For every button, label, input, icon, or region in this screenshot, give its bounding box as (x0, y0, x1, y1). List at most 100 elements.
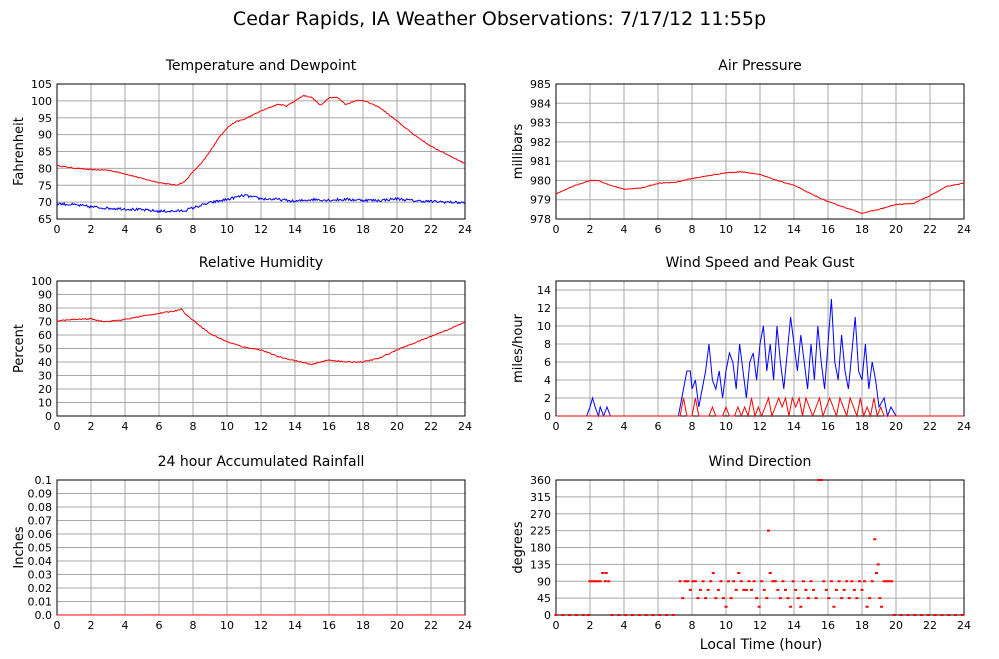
data-point (598, 580, 602, 583)
x-tick-label: 8 (689, 619, 696, 632)
x-tick-label: 10 (719, 619, 733, 632)
y-tick-label: 983 (530, 117, 551, 130)
y-axis-label: miles/hour (511, 313, 526, 382)
data-point (610, 614, 614, 616)
data-point (617, 614, 621, 616)
data-point (786, 597, 790, 600)
data-point (799, 605, 803, 608)
y-tick-label: 0 (45, 410, 52, 423)
y-tick-label: 980 (530, 174, 551, 187)
x-tick-label: 2 (587, 420, 594, 433)
data-point (845, 580, 849, 583)
y-tick-label: 0.09 (28, 488, 53, 501)
data-point (721, 597, 725, 600)
x-tick-label: 14 (288, 619, 302, 632)
x-tick-label: 6 (156, 223, 163, 236)
y-tick-label: 40 (38, 356, 52, 369)
x-tick-label: 0 (553, 223, 560, 236)
y-tick-label: 360 (530, 474, 551, 487)
x-tick-label: 20 (390, 223, 404, 236)
data-point (809, 580, 813, 583)
data-point (586, 614, 590, 616)
x-tick-label: 0 (54, 619, 61, 632)
data-point (719, 580, 723, 583)
data-point (607, 580, 611, 583)
data-point (857, 580, 861, 583)
x-tick-label: 22 (424, 420, 438, 433)
data-point (701, 580, 705, 583)
data-point (794, 588, 798, 591)
data-point (812, 588, 816, 591)
data-point (847, 597, 851, 600)
data-point (804, 588, 808, 591)
chart-title: Wind Speed and Peak Gust (666, 255, 855, 271)
x-tick-label: 6 (655, 420, 662, 433)
data-point (755, 597, 759, 600)
data-point (683, 580, 687, 583)
x-tick-label: 8 (689, 223, 696, 236)
x-tick-label: 24 (957, 420, 971, 433)
y-tick-label: 70 (38, 316, 52, 329)
data-point (644, 614, 648, 616)
x-tick-label: 18 (356, 420, 370, 433)
data-point (716, 588, 720, 591)
y-tick-label: 4 (544, 374, 551, 387)
data-point (926, 614, 930, 616)
x-tick-label: 4 (122, 619, 129, 632)
data-point (781, 580, 785, 583)
data-point (554, 614, 558, 616)
data-point (651, 614, 655, 616)
data-point (709, 580, 713, 583)
y-tick-label: 10 (537, 320, 551, 333)
x-tick-label: 12 (254, 619, 268, 632)
x-tick-label: 12 (753, 420, 767, 433)
data-point (742, 588, 746, 591)
data-point (665, 614, 668, 616)
data-point (822, 580, 826, 583)
data-point (588, 580, 592, 583)
data-point (863, 580, 867, 583)
x-tick-label: 2 (88, 223, 95, 236)
data-point (878, 597, 882, 600)
data-point (874, 572, 878, 574)
y-tick-label: 0.02 (28, 582, 53, 595)
x-tick-label: 22 (923, 619, 937, 632)
y-axis-label: Percent (12, 324, 27, 373)
y-tick-label: 270 (530, 508, 551, 521)
x-tick-label: 22 (424, 619, 438, 632)
data-point (724, 605, 728, 608)
data-point (832, 605, 836, 608)
data-point (940, 614, 944, 616)
x-tick-label: 8 (689, 420, 696, 433)
data-point (842, 588, 846, 591)
data-point (631, 614, 634, 616)
x-tick-label: 0 (553, 619, 560, 632)
data-point (688, 588, 692, 591)
data-point (835, 588, 838, 591)
data-point (806, 597, 810, 600)
x-tick-label: 24 (957, 223, 971, 236)
data-point (954, 614, 957, 616)
x-tick-label: 20 (390, 420, 404, 433)
series-line (56, 94, 466, 186)
x-tick-label: 8 (190, 420, 197, 433)
data-point (850, 580, 854, 583)
data-point (568, 614, 572, 616)
x-tick-label: 22 (923, 223, 937, 236)
x-tick-label: 24 (458, 619, 472, 632)
x-tick-label: 16 (821, 420, 835, 433)
y-tick-label: 90 (38, 289, 52, 302)
y-tick-label: 90 (38, 129, 52, 142)
data-point (819, 479, 823, 481)
data-point (604, 572, 608, 574)
y-tick-label: 979 (530, 194, 551, 207)
x-tick-label: 16 (821, 223, 835, 236)
data-point (882, 580, 886, 583)
data-point (757, 605, 761, 608)
y-tick-label: 85 (38, 146, 52, 159)
data-point (561, 614, 565, 616)
